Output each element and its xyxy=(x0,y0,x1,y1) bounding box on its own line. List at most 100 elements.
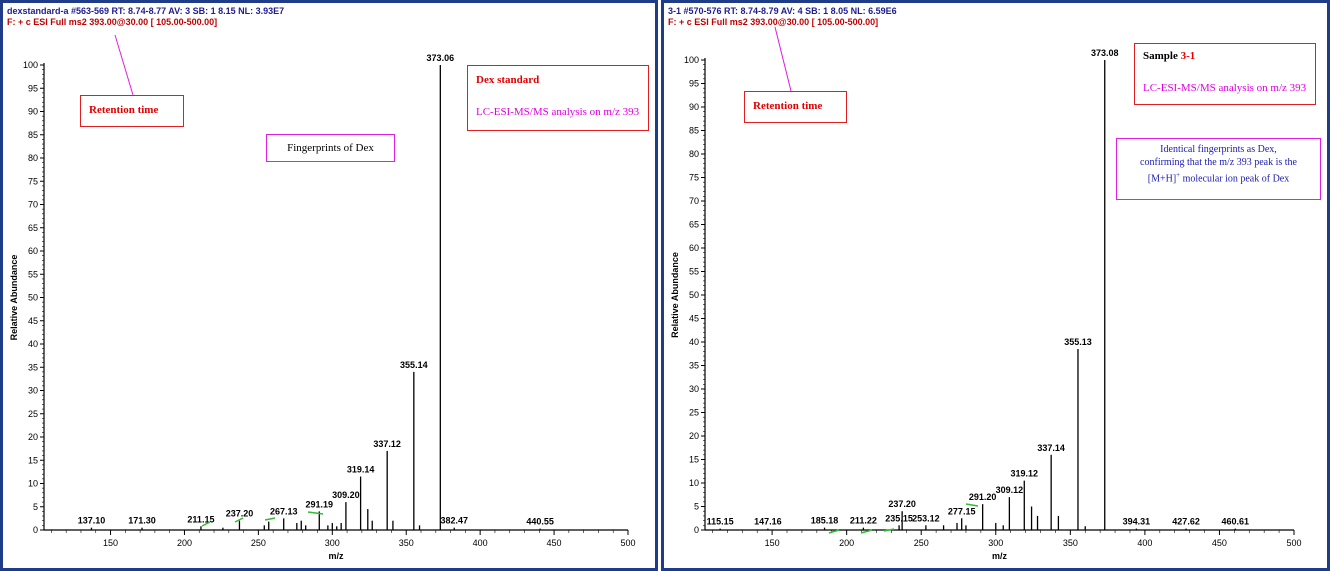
peak-label: 427.62 xyxy=(1172,517,1200,527)
peak-label: 237.20 xyxy=(888,499,916,509)
y-tick-label: 20 xyxy=(689,431,699,441)
peak-label: 277.15 xyxy=(948,506,976,516)
y-tick-label: 15 xyxy=(28,455,38,465)
peak-label: 355.13 xyxy=(1064,337,1092,347)
y-tick-label: 50 xyxy=(689,290,699,300)
sample-title: Sample 3-1 xyxy=(1143,50,1196,62)
y-tick-label: 30 xyxy=(689,384,699,394)
sample-info-box: Sample 3-1 LC-ESI-MS/MS analysis on m/z … xyxy=(1134,43,1316,105)
y-tick-label: 55 xyxy=(689,267,699,277)
y-tick-label: 60 xyxy=(689,243,699,253)
peak-label: 147.16 xyxy=(754,517,782,527)
y-tick-label: 85 xyxy=(689,126,699,136)
peak-label: 309.12 xyxy=(996,485,1024,495)
x-tick-label: 500 xyxy=(1286,538,1301,548)
peak-label: 319.12 xyxy=(1011,469,1039,479)
y-tick-label: 70 xyxy=(28,200,38,210)
y-tick-label: 50 xyxy=(28,293,38,303)
x-axis-title: m/z xyxy=(328,551,344,561)
peak-marker xyxy=(201,521,211,527)
y-tick-label: 5 xyxy=(33,502,38,512)
peak-marker xyxy=(883,528,895,532)
y-tick-label: 15 xyxy=(689,455,699,465)
sample-info-box: Dex standard LC-ESI-MS/MS analysis on m/… xyxy=(467,65,649,131)
peak-marker xyxy=(307,511,324,515)
y-tick-label: 40 xyxy=(28,339,38,349)
peak-marker xyxy=(860,529,873,534)
fingerprints-text: Fingerprints of Dex xyxy=(287,142,374,154)
peak-marker xyxy=(234,517,244,523)
analysis-label: LC-ESI-MS/MS analysis on m/z 393 xyxy=(1143,82,1307,94)
x-tick-label: 250 xyxy=(251,538,266,548)
y-tick-label: 10 xyxy=(28,479,38,489)
retention-pointer xyxy=(774,26,792,92)
analysis-label: LC-ESI-MS/MS analysis on m/z 393 xyxy=(476,106,640,118)
x-tick-label: 400 xyxy=(473,538,488,548)
peak-label: 319.14 xyxy=(347,465,375,475)
y-tick-label: 5 xyxy=(694,502,699,512)
peak-label: 355.14 xyxy=(400,360,428,370)
retention-time-callout: Retention time xyxy=(744,91,847,123)
y-tick-label: 95 xyxy=(28,83,38,93)
y-tick-label: 90 xyxy=(28,107,38,117)
peak-label: 291.20 xyxy=(969,492,997,502)
x-tick-label: 500 xyxy=(620,538,635,548)
x-tick-label: 150 xyxy=(765,538,780,548)
peak-label: 394.31 xyxy=(1123,517,1151,527)
x-tick-label: 350 xyxy=(1063,538,1078,548)
y-axis-title: Relative Abundance xyxy=(670,252,680,338)
y-tick-label: 95 xyxy=(689,79,699,89)
x-tick-label: 450 xyxy=(547,538,562,548)
peak-label: 137.10 xyxy=(78,516,106,526)
peak-label: 235.15 xyxy=(885,513,913,523)
x-tick-label: 150 xyxy=(103,538,118,548)
y-tick-label: 75 xyxy=(28,176,38,186)
x-axis-title: m/z xyxy=(992,551,1008,561)
identical-fingerprints-note: Identical fingerprints as Dex, confirmin… xyxy=(1116,138,1321,200)
ms-spectrum-chart-dex: 0 5 10 15 20 25 30 35 40 45 50 55 60 65 70 75 80 85 90 95 10… xyxy=(9,34,636,561)
fingerprints-note: Fingerprints of Dex xyxy=(266,134,395,162)
peak-label: 237.20 xyxy=(226,509,254,519)
y-tick-label: 45 xyxy=(28,316,38,326)
y-tick-label: 85 xyxy=(28,130,38,140)
peak-label: 373.08 xyxy=(1091,48,1119,58)
y-tick-label: 30 xyxy=(28,386,38,396)
x-tick-label: 200 xyxy=(177,538,192,548)
y-tick-label: 70 xyxy=(689,196,699,206)
peak-label: 267.13 xyxy=(270,506,298,516)
peak-label: 309.20 xyxy=(332,490,360,500)
y-tick-label: 90 xyxy=(689,102,699,112)
peak-marker xyxy=(264,517,276,521)
scan-header: 3-1 #570-576 RT: 8.74-8.79 AV: 4 SB: 1 8… xyxy=(668,6,897,16)
x-tick-label: 450 xyxy=(1212,538,1227,548)
spectrum-panel-dex-standard: dexstandard-a #563-569 RT: 8.74-8.77 AV:… xyxy=(0,0,658,571)
y-tick-label: 20 xyxy=(28,432,38,442)
x-tick-label: 250 xyxy=(914,538,929,548)
y-tick-label: 25 xyxy=(28,409,38,419)
retention-time-label: Retention time xyxy=(89,104,159,116)
peak-label: 171.30 xyxy=(128,516,156,526)
peak-label: 185.18 xyxy=(811,516,839,526)
peak-label: 337.12 xyxy=(373,439,401,449)
retention-time-callout: Retention time xyxy=(80,95,184,127)
scan-header: dexstandard-a #563-569 RT: 8.74-8.77 AV:… xyxy=(7,6,285,16)
x-tick-label: 400 xyxy=(1137,538,1152,548)
filter-header: F: + c ESI Full ms2 393.00@30.00 [ 105.0… xyxy=(7,17,218,27)
spectrum-panel-sample-3-1: 3-1 #570-576 RT: 8.74-8.79 AV: 4 SB: 1 8… xyxy=(661,0,1330,571)
peak-label: 337.14 xyxy=(1037,443,1065,453)
x-tick-label: 300 xyxy=(325,538,340,548)
peak-label: 373.06 xyxy=(427,53,455,63)
y-tick-label: 100 xyxy=(23,60,38,70)
filter-header: F: + c ESI Full ms2 393.00@30.00 [ 105.0… xyxy=(668,17,879,27)
peak-label: 115.15 xyxy=(707,517,734,527)
note-text: Identical fingerprints as Dex, confirmin… xyxy=(1140,144,1297,185)
y-tick-label: 0 xyxy=(694,525,699,535)
retention-time-label: Retention time xyxy=(753,100,823,112)
x-tick-label: 200 xyxy=(839,538,854,548)
y-tick-label: 55 xyxy=(28,269,38,279)
y-tick-label: 35 xyxy=(28,362,38,372)
peak-label: 382.47 xyxy=(440,516,468,526)
ms-spectrum-chart-sample: 0 5 10 15 20 25 30 35 40 45 50 55 60 65 70 75 80 85 90 95 10… xyxy=(670,26,1302,561)
y-tick-label: 40 xyxy=(689,337,699,347)
peak-label: 211.15 xyxy=(187,514,214,524)
